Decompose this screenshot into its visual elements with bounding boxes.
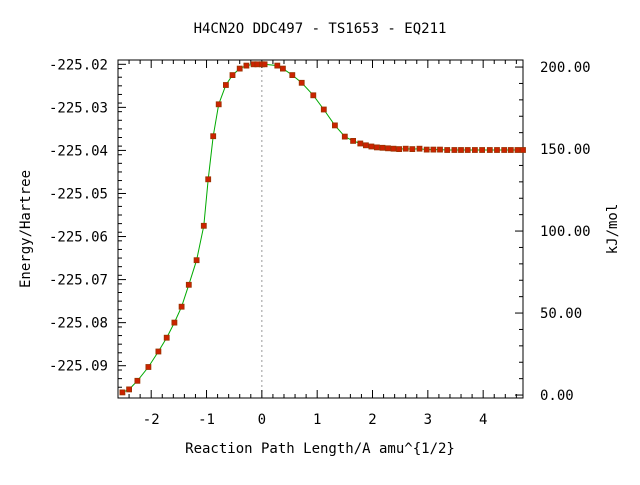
data-point [215, 101, 222, 108]
y-tick-label: -225.06 [49, 230, 108, 246]
data-point [444, 147, 451, 153]
y2-tick-label: 200.00 [540, 60, 591, 76]
plot-layer: -2 -1 0 1 2 3 4 -225.02 -225.03 -225.04 -225.05 -22… [49, 57, 591, 428]
y2-tick-label: 100.00 [540, 224, 591, 240]
data-point [205, 176, 212, 183]
data-point [193, 257, 200, 264]
y2-tick-label: 0.00 [540, 388, 574, 404]
data-point [362, 142, 369, 149]
data-point [402, 145, 409, 152]
data-point [396, 146, 403, 153]
data-point [171, 319, 178, 326]
data-point [385, 145, 391, 152]
data-point [409, 146, 416, 153]
data-point [479, 147, 486, 153]
data-point [416, 145, 423, 152]
data-point [298, 79, 305, 86]
data-point [134, 377, 141, 384]
data-point [178, 303, 185, 310]
data-point [229, 72, 236, 78]
y-tick-label: -225.03 [49, 100, 108, 116]
y-axis-label: Energy/Hartree [18, 170, 34, 288]
data-point [357, 140, 364, 147]
data-point [310, 92, 317, 99]
data-point [119, 389, 126, 396]
x-tick-label: 3 [424, 412, 432, 428]
data-point [289, 72, 296, 78]
data-point [155, 348, 162, 355]
series-line [122, 63, 523, 393]
y-tick-label: -225.09 [49, 359, 108, 375]
data-point [423, 146, 430, 153]
data-point [320, 106, 327, 113]
plot-frame [117, 59, 524, 399]
data-point [458, 147, 464, 153]
y2-tick-label: 50.00 [540, 306, 582, 322]
y2-axis-label: kJ/mol [605, 204, 621, 255]
x-tick-label: -1 [198, 412, 215, 428]
data-point [331, 122, 338, 129]
data-point [494, 147, 500, 153]
data-point [373, 144, 380, 151]
y-tick-label: -225.08 [49, 316, 108, 332]
y2-tick-label: 150.00 [540, 142, 591, 158]
x-tick-label: 4 [479, 412, 487, 428]
data-point [464, 147, 471, 153]
data-point [210, 133, 217, 140]
data-point [185, 281, 192, 288]
data-point [243, 62, 250, 69]
data-point [274, 62, 281, 69]
data-point [507, 147, 514, 153]
x-axis-label: Reaction Path Length/A amu^{1/2} [185, 441, 455, 457]
data-point [379, 144, 386, 151]
y-tick-label: -225.05 [49, 186, 108, 202]
chart-title: H4CN2O DDC497 - TS1653 - EQ211 [194, 21, 447, 37]
data-point [341, 133, 348, 140]
data-point [368, 143, 375, 150]
data-point [261, 61, 268, 68]
data-point [390, 145, 397, 152]
data-point [279, 65, 286, 72]
data-point [222, 82, 229, 88]
x-tick-label: 1 [313, 412, 321, 428]
data-point [486, 147, 493, 153]
data-point [350, 137, 357, 144]
x-tick-label: 0 [258, 412, 266, 428]
data-point [236, 65, 243, 72]
y-tick-label: -225.02 [49, 57, 108, 73]
data-point [514, 147, 521, 153]
x-tick-label: -2 [143, 412, 160, 428]
data-point [437, 146, 443, 153]
x-tick-label: 2 [368, 412, 376, 428]
data-point [163, 334, 170, 341]
data-point [126, 386, 132, 393]
y-tick-label: -225.04 [49, 143, 108, 159]
data-point [501, 147, 508, 153]
data-point [471, 147, 478, 153]
data-point [145, 364, 152, 370]
data-point [451, 147, 458, 153]
data-point [430, 146, 437, 153]
y-tick-label: -225.07 [49, 273, 108, 289]
data-point [200, 222, 207, 229]
data-point [520, 147, 526, 153]
